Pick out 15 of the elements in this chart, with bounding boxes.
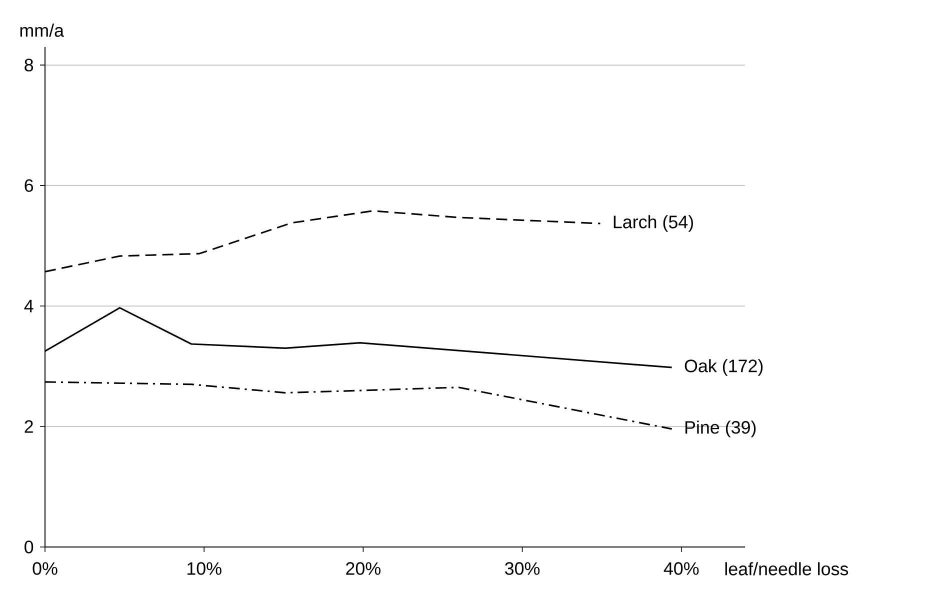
y-tick-label: 4	[24, 300, 34, 312]
x-tick-label: 20%	[346, 562, 380, 575]
series-label: Oak (172)	[684, 359, 763, 376]
x-tick-label: 0%	[32, 562, 58, 575]
y-tick-label: 2	[24, 420, 33, 433]
y-axis-title: mm/a	[20, 24, 64, 37]
x-tick-label: 40%	[664, 562, 699, 575]
y-tick-label: 6	[24, 179, 34, 192]
series-label: Pine (39)	[685, 420, 756, 438]
x-axis-title: leaf/needle loss	[725, 562, 848, 576]
y-tick-label: 0	[24, 540, 34, 554]
series-label: Larch (54)	[614, 215, 693, 232]
x-tick-label: 30%	[505, 562, 540, 575]
x-tick-label: 10%	[188, 562, 222, 575]
y-tick-label: 8	[24, 58, 34, 72]
